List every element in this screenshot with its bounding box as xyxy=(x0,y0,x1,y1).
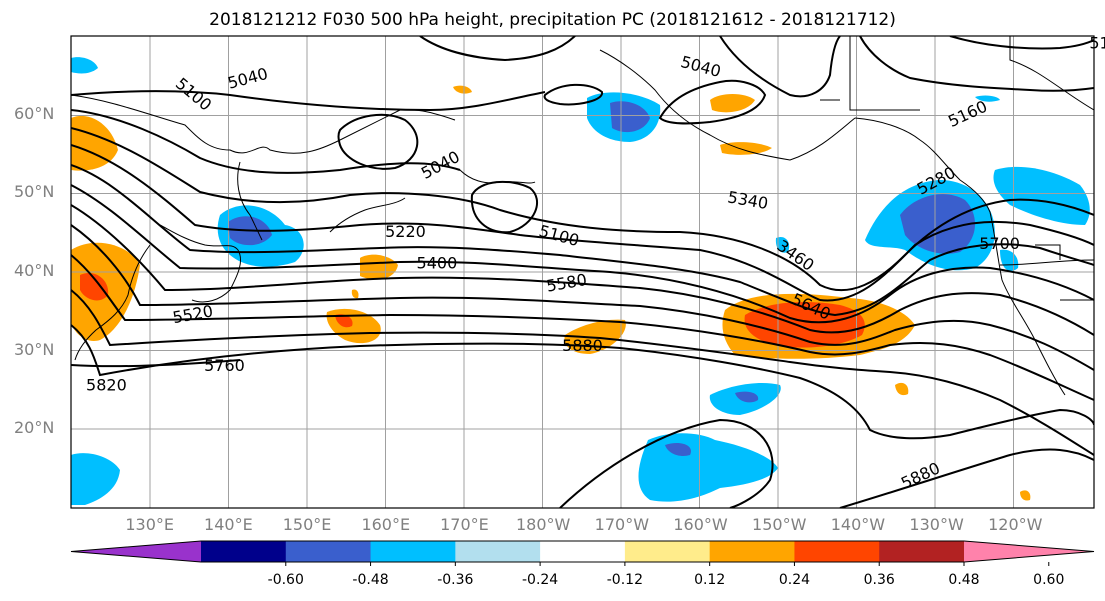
colorbar-segment xyxy=(201,541,287,562)
contour-label: 5040 xyxy=(679,52,723,81)
contour-label: 5340 xyxy=(726,187,769,213)
colorbar-tick-label: -0.60 xyxy=(267,572,304,588)
lon-tick-label: 170°W xyxy=(594,515,650,534)
lon-tick-label: 150°W xyxy=(752,515,807,534)
contour-label-text: 5220 xyxy=(385,222,426,241)
lon-tick-label: 140°W xyxy=(830,515,886,534)
colorbar-tick-label: 0.24 xyxy=(778,572,811,588)
colorbar-segment xyxy=(624,541,711,562)
contour-label-text: 5880 xyxy=(898,458,943,492)
contour-label: 5880 xyxy=(562,336,603,355)
contour-label: 5160 xyxy=(945,97,990,131)
colorbar-tick-label: -0.48 xyxy=(352,572,389,588)
colorbar xyxy=(70,540,1095,566)
contour-label: 3460 xyxy=(773,236,817,275)
colorbar-extend-low xyxy=(71,541,201,562)
colorbar-tick-label: -0.36 xyxy=(437,572,474,588)
colorbar-tick-label: -0.12 xyxy=(606,572,643,588)
colorbar-outline xyxy=(70,540,1095,563)
colorbar-segment xyxy=(285,541,372,562)
contour-label: 5400 xyxy=(417,254,458,273)
colorbar-tick-label: -0.24 xyxy=(521,572,559,588)
lat-tick-label: 50°N xyxy=(14,182,55,202)
contour-label-text: 5760 xyxy=(204,356,245,375)
map-title: 2018121212 F030 500 hPa height, precipit… xyxy=(209,10,896,30)
colorbar-extend-high xyxy=(964,541,1094,562)
contour-label: 5700 xyxy=(979,234,1020,253)
lon-tick-label: 140°E xyxy=(204,515,253,534)
lon-tick-label: 130°W xyxy=(909,515,964,534)
contour-label: 5100 xyxy=(172,74,215,115)
lon-tick-label: 170°E xyxy=(440,515,489,534)
map-frame xyxy=(70,35,1095,509)
lon-tick-label: 160°E xyxy=(361,515,411,534)
contour-label-text: 5880 xyxy=(562,336,603,355)
lat-tick-label: 30°N xyxy=(14,339,55,359)
colorbar-segment xyxy=(540,541,626,562)
lat-tick-label: 20°N xyxy=(14,418,55,438)
contour-label: 5160 xyxy=(1089,33,1105,52)
contour-label-text: 5160 xyxy=(945,97,990,131)
contour-label-text: 5700 xyxy=(979,234,1020,253)
lon-tick-label: 130°E xyxy=(125,515,175,534)
contour-label-text: 5580 xyxy=(545,270,588,296)
colorbar-segment xyxy=(709,541,795,562)
contour-label: 5040 xyxy=(418,147,463,183)
lon-tick-label: 150°E xyxy=(282,515,332,534)
lon-tick-label: 180°W xyxy=(515,515,571,534)
contour-label-text: 5040 xyxy=(418,147,463,183)
contour-label-text: 5400 xyxy=(417,254,458,273)
lat-tick-label: 60°N xyxy=(14,103,55,123)
contour-label: 5760 xyxy=(204,356,245,375)
colorbar-segment xyxy=(455,541,541,562)
colorbar-tick-label: 0.48 xyxy=(948,572,980,588)
colorbar-tick-label: 0.60 xyxy=(1033,572,1065,588)
contour-label-text: 5340 xyxy=(726,187,769,213)
contour-label: 5820 xyxy=(86,376,127,395)
contour-label: 5580 xyxy=(545,270,588,296)
colorbar-segment xyxy=(370,541,456,562)
lon-tick-label: 160°W xyxy=(673,515,728,534)
height-contours xyxy=(71,36,1094,508)
contour-label: 5220 xyxy=(385,222,426,241)
colorbar-tick-label: 0.36 xyxy=(863,572,895,588)
contour-label-text: 5040 xyxy=(679,52,723,81)
contour-label-text: 5820 xyxy=(86,376,127,395)
contour-label: 5040 xyxy=(226,64,270,93)
contour-label-text: 5160 xyxy=(1089,33,1105,52)
colorbar-tick-label: 0.12 xyxy=(694,572,726,588)
lon-tick-label: 120°W xyxy=(988,515,1043,534)
lat-tick-label: 40°N xyxy=(14,261,55,280)
colorbar-segment xyxy=(879,541,965,562)
contour-label: 5880 xyxy=(898,458,943,492)
contour-label-text: 5040 xyxy=(226,64,270,93)
colorbar-segment xyxy=(794,541,880,562)
